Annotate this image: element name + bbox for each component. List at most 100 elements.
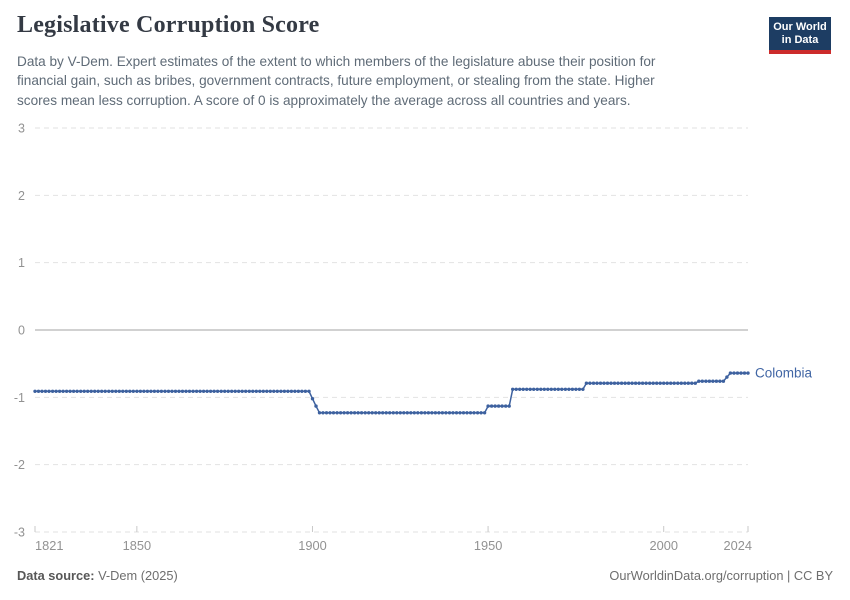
series-point[interactable]: [71, 389, 76, 393]
series-point[interactable]: [482, 411, 487, 415]
series-point[interactable]: [328, 411, 332, 415]
series-point[interactable]: [110, 389, 115, 393]
series-point[interactable]: [486, 404, 490, 408]
series-point[interactable]: [549, 387, 553, 391]
series-point[interactable]: [324, 411, 329, 415]
series-point[interactable]: [142, 389, 146, 393]
series-point[interactable]: [89, 389, 93, 393]
series-point[interactable]: [212, 389, 216, 393]
series-point[interactable]: [75, 389, 79, 393]
series-point[interactable]: [563, 387, 568, 391]
series-point[interactable]: [43, 389, 48, 393]
series-point[interactable]: [416, 411, 420, 415]
series-point[interactable]: [447, 411, 452, 415]
series-point[interactable]: [419, 411, 424, 415]
series-point[interactable]: [79, 389, 83, 393]
series-point[interactable]: [254, 389, 258, 393]
series-point[interactable]: [454, 411, 459, 415]
series-point[interactable]: [331, 411, 336, 415]
series-point[interactable]: [535, 387, 539, 391]
series-point[interactable]: [240, 389, 244, 393]
series-point[interactable]: [655, 381, 659, 385]
series-point[interactable]: [409, 411, 413, 415]
series-point[interactable]: [374, 411, 378, 415]
series-point[interactable]: [539, 387, 543, 391]
series-point[interactable]: [725, 375, 729, 379]
series-point[interactable]: [395, 411, 399, 415]
series-point[interactable]: [338, 411, 343, 415]
series-point[interactable]: [268, 389, 272, 393]
series-point[interactable]: [626, 381, 631, 385]
series-point[interactable]: [546, 387, 550, 391]
series-point[interactable]: [574, 387, 578, 391]
series-point[interactable]: [356, 411, 360, 415]
series-point[interactable]: [609, 381, 613, 385]
series-point[interactable]: [665, 381, 669, 385]
series-point[interactable]: [676, 381, 680, 385]
series-point[interactable]: [64, 389, 69, 393]
series-point[interactable]: [50, 389, 55, 393]
series-entity-label[interactable]: Colombia: [755, 366, 813, 381]
series-point[interactable]: [683, 381, 687, 385]
series-point[interactable]: [61, 389, 65, 393]
series-point[interactable]: [363, 411, 367, 415]
series-point[interactable]: [518, 387, 522, 391]
series-point[interactable]: [504, 404, 508, 408]
series-point[interactable]: [391, 411, 395, 415]
series-point[interactable]: [370, 411, 374, 415]
series-point[interactable]: [114, 389, 118, 393]
series-point[interactable]: [219, 389, 223, 393]
series-point[interactable]: [577, 387, 582, 391]
series-point[interactable]: [570, 387, 575, 391]
series-point[interactable]: [68, 389, 72, 393]
series-point[interactable]: [553, 387, 557, 391]
series-point[interactable]: [430, 411, 434, 415]
series-point[interactable]: [310, 397, 315, 401]
series-point[interactable]: [388, 411, 392, 415]
series-point[interactable]: [560, 387, 564, 391]
series-point[interactable]: [398, 411, 402, 415]
series-point[interactable]: [47, 389, 51, 393]
series-point[interactable]: [156, 389, 160, 393]
owid-logo[interactable]: Our World in Data: [769, 17, 831, 54]
series-point[interactable]: [314, 404, 318, 408]
series-point[interactable]: [296, 389, 301, 393]
series-line[interactable]: [35, 372, 748, 414]
series-point[interactable]: [135, 389, 139, 393]
series-point[interactable]: [402, 411, 406, 415]
series-point[interactable]: [461, 411, 466, 415]
series-point[interactable]: [426, 411, 431, 415]
series-point[interactable]: [307, 389, 311, 393]
series-point[interactable]: [405, 411, 409, 415]
series-point[interactable]: [697, 379, 701, 383]
series-point[interactable]: [377, 411, 381, 415]
series-point[interactable]: [742, 371, 747, 375]
series-point[interactable]: [511, 387, 515, 391]
series-point[interactable]: [711, 379, 715, 383]
series-point[interactable]: [33, 389, 37, 393]
series-point[interactable]: [303, 389, 308, 393]
series-point[interactable]: [704, 379, 708, 383]
series-point[interactable]: [321, 411, 325, 415]
series-point[interactable]: [514, 387, 518, 391]
series-point[interactable]: [468, 411, 473, 415]
series-point[interactable]: [86, 389, 90, 393]
series-point[interactable]: [342, 411, 346, 415]
series-point[interactable]: [36, 389, 41, 393]
series-point[interactable]: [247, 389, 251, 393]
series-point[interactable]: [440, 411, 445, 415]
series-point[interactable]: [131, 389, 135, 393]
series-point[interactable]: [728, 371, 733, 375]
series-point[interactable]: [100, 389, 104, 393]
series-point[interactable]: [96, 389, 100, 393]
series-point[interactable]: [458, 411, 462, 415]
series-point[interactable]: [261, 389, 265, 393]
series-point[interactable]: [528, 387, 532, 391]
series-point[interactable]: [412, 411, 416, 415]
series-point[interactable]: [57, 389, 62, 393]
series-point[interactable]: [669, 381, 673, 385]
series-point[interactable]: [525, 387, 529, 391]
series-point[interactable]: [584, 381, 589, 385]
series-point[interactable]: [637, 381, 641, 385]
series-point[interactable]: [205, 389, 209, 393]
